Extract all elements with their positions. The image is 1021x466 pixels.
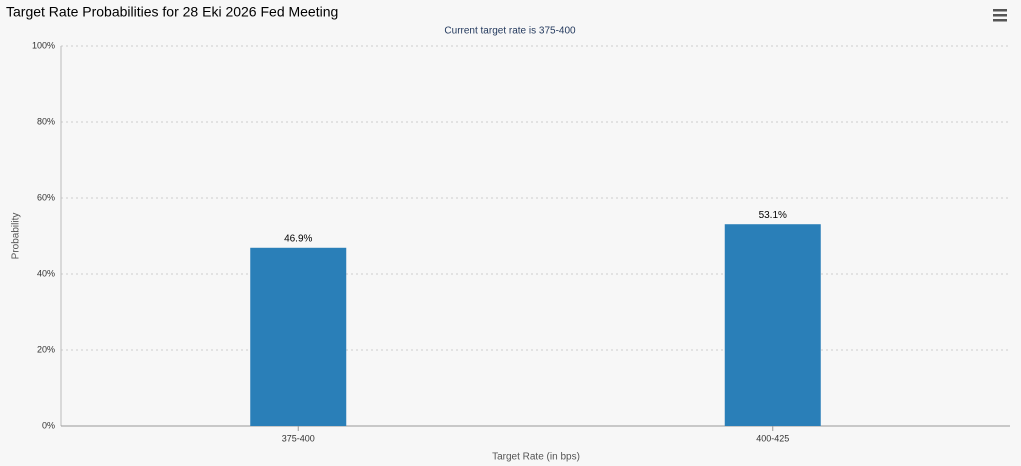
y-axis-label: Probability [11,213,22,260]
x-axis-label: Target Rate (in bps) [492,452,580,463]
data-label: 46.9% [284,233,312,244]
y-tick-label: 80% [37,116,55,126]
chart-title: Target Rate Probabilities for 28 Eki 202… [6,4,338,20]
menu-bar[interactable] [993,19,1007,22]
y-tick-label: 0% [42,420,55,430]
x-tick-label: 375-400 [282,433,315,443]
x-tick-label: 400-425 [756,433,789,443]
chart-subtitle: Current target rate is 375-400 [444,26,576,37]
y-tick-label: 100% [32,40,55,50]
bar [724,224,821,426]
menu-bar[interactable] [993,9,1007,12]
data-label: 53.1% [759,210,787,221]
y-tick-label: 60% [37,192,55,202]
menu-button[interactable] [993,9,1007,22]
bar [250,247,347,426]
y-tick-label: 20% [37,344,55,354]
menu-bar[interactable] [993,14,1007,17]
y-tick-label: 40% [37,268,55,278]
